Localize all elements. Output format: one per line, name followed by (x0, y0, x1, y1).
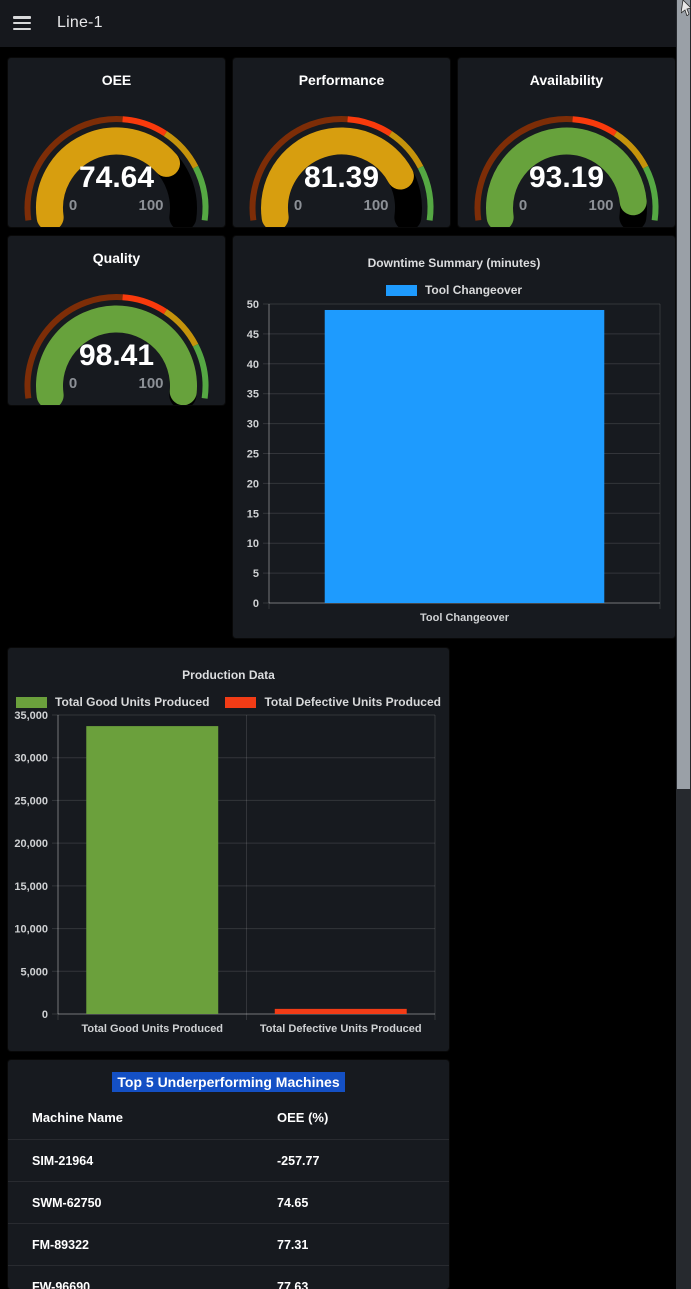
gauge-min-label: 0 (519, 197, 527, 214)
panel-title-performance: Performance (298, 72, 385, 88)
machine-name-cell: FW-96690 (32, 1280, 91, 1289)
bar-total-defective-units-produced[interactable] (274, 1008, 407, 1014)
panel-quality: Quality 98.41 0 100 (8, 236, 225, 405)
table-row: SWM-62750 74.65 (8, 1181, 449, 1223)
legend-item[interactable]: Tool Changeover (385, 283, 523, 297)
oee-value-cell: 77.63 (277, 1280, 309, 1289)
y-axis-tick-label: 40 (247, 359, 259, 371)
performance-gauge: 81.390 100 (249, 116, 434, 227)
y-axis-tick-label: 0 (42, 1009, 48, 1021)
oee-value-cell: 74.65 (277, 1196, 309, 1210)
dashboard-title: Line-1 (57, 14, 103, 31)
production-bar-chart: 0 5,000 10,000 15,000 20,000 25,000 30,000 35,0… (14, 710, 436, 1035)
oee-value-cell: -257.77 (277, 1154, 320, 1168)
y-axis-tick-label: 10,000 (14, 924, 48, 936)
gauge-max-label: 100 (363, 197, 388, 214)
legend-swatch (225, 696, 257, 708)
column-header-machine-name: Machine Name (32, 1110, 124, 1125)
availability-gauge: 93.190 100 (474, 116, 659, 227)
oee-gauge: 74.640 100 (24, 116, 209, 227)
y-axis-tick-label: 35,000 (14, 710, 48, 722)
menu-icon[interactable] (13, 16, 31, 30)
gauge-value: 98.41 (79, 339, 154, 372)
legend-label: Tool Changeover (424, 283, 523, 297)
table-row: SIM-21964 -257.77 (8, 1139, 449, 1181)
chart-title-downtime: Downtime Summary (minutes) (367, 256, 541, 270)
y-axis-tick-label: 15,000 (14, 881, 48, 893)
legend-label: Total Good Units Produced (55, 695, 210, 709)
downtime-legend: Tool Changeover (233, 283, 675, 297)
bar-total-good-units-produced[interactable] (86, 726, 219, 1014)
table-header: Machine Name OEE (%) (8, 1092, 449, 1139)
gauge-max-label: 100 (138, 197, 163, 214)
y-axis-tick-label: 35 (247, 389, 259, 401)
machine-name-cell: SWM-62750 (32, 1196, 102, 1210)
y-axis-tick-label: 5 (253, 568, 259, 580)
bar-tool-changeover[interactable] (324, 309, 605, 603)
y-axis-tick-label: 5,000 (20, 966, 48, 978)
downtime-bar-chart: 0 5 10 15 20 25 30 35 40 45 50 Tool Changeover (247, 299, 661, 624)
top-navigation-bar: Line-1 (0, 0, 691, 47)
y-axis-tick-label: 25 (247, 449, 259, 461)
table-body: SIM-21964 -257.77 SWM-62750 74.65 FM-89322 77… (8, 1139, 449, 1289)
legend-item[interactable]: Total Defective Units Produced (225, 695, 441, 709)
table-title-row: Top 5 Underperforming Machines (8, 1072, 449, 1092)
y-axis-tick-label: 20,000 (14, 838, 48, 850)
machine-name-cell: FM-89322 (32, 1238, 89, 1252)
production-legend: Total Good Units Produced Total Defective… (8, 695, 449, 709)
column-header-oee: OEE (%) (277, 1110, 329, 1125)
mouse-cursor (681, 0, 691, 16)
y-axis-tick-label: 45 (247, 329, 259, 341)
panel-title-oee: OEE (101, 72, 132, 88)
legend-label: Total Defective Units Produced (264, 695, 441, 709)
gauge-max-label: 100 (588, 197, 613, 214)
panel-underperforming-machines: Top 5 Underperforming Machines Machine N… (8, 1060, 449, 1289)
y-axis-tick-label: 0 (253, 598, 259, 610)
panel-title-quality: Quality (92, 250, 141, 266)
x-axis-category-label: Tool Changeover (420, 612, 510, 624)
gauge-min-label: 0 (69, 375, 77, 392)
table-row: FW-96690 77.63 (8, 1265, 449, 1289)
y-axis-tick-label: 25,000 (14, 795, 48, 807)
legend-swatch (385, 284, 417, 296)
legend-item[interactable]: Total Good Units Produced (16, 695, 209, 709)
panel-performance: Performance 81.39 0 100 (233, 58, 450, 227)
gauge-min-label: 0 (69, 197, 77, 214)
table-title: Top 5 Underperforming Machines (112, 1072, 345, 1092)
table-row: FM-89322 77.31 (8, 1223, 449, 1265)
gauge-value: 74.64 (79, 161, 154, 194)
panel-title-availability: Availability (529, 72, 604, 88)
scrollbar-thumb[interactable] (677, 0, 690, 789)
x-axis-category-label: Total Good Units Produced (81, 1023, 223, 1035)
gauge-value: 81.39 (304, 161, 379, 194)
y-axis-tick-label: 30 (247, 419, 259, 431)
quality-gauge: 98.410 100 (24, 294, 209, 405)
panel-production-data: Production Data Total Good Units Produce… (8, 648, 449, 1051)
y-axis-tick-label: 10 (247, 538, 259, 550)
y-axis-tick-label: 20 (247, 478, 259, 490)
x-axis-category-label: Total Defective Units Produced (260, 1023, 422, 1035)
gauge-min-label: 0 (294, 197, 302, 214)
gauge-max-label: 100 (138, 375, 163, 392)
panel-oee: OEE 74.64 0 100 (8, 58, 225, 227)
panel-downtime-summary: Downtime Summary (minutes) Tool Changeov… (233, 236, 675, 638)
chart-title-production: Production Data (182, 668, 275, 682)
y-axis-tick-label: 30,000 (14, 753, 48, 765)
panel-availability: Availability 93.19 0 100 (458, 58, 675, 227)
gauge-value: 93.19 (529, 161, 604, 194)
legend-swatch (16, 696, 48, 708)
machine-name-cell: SIM-21964 (32, 1154, 94, 1168)
oee-value-cell: 77.31 (277, 1238, 309, 1252)
y-axis-tick-label: 50 (247, 299, 259, 311)
page-scrollbar[interactable] (676, 0, 691, 1289)
y-axis-tick-label: 15 (247, 508, 259, 520)
